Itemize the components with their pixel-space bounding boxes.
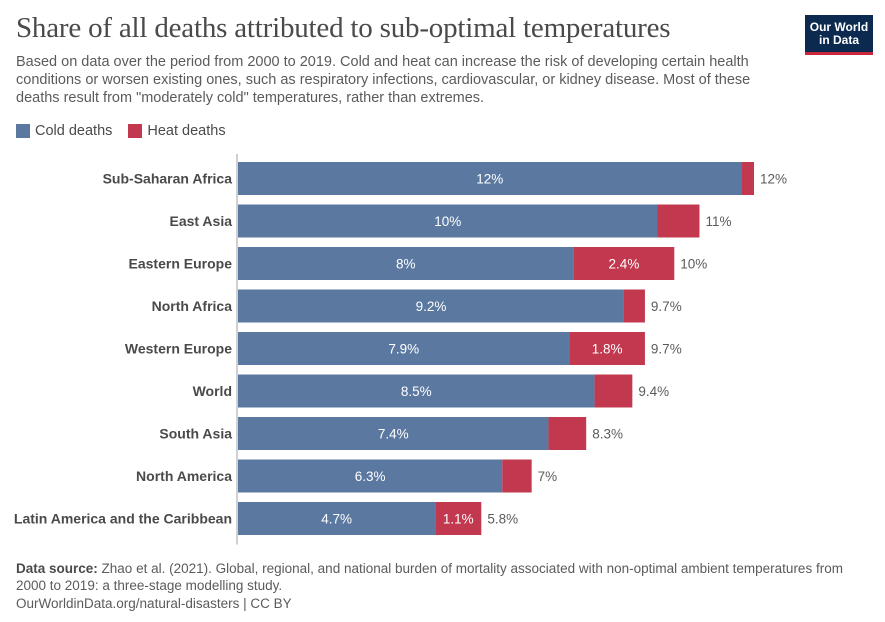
- category-label-world: World: [193, 383, 232, 399]
- bar-cold-western-europe: [238, 332, 570, 365]
- category-label-western-europe: Western Europe: [125, 341, 232, 357]
- bar-cold-eastern-europe: [238, 247, 574, 280]
- legend-item-heat[interactable]: Heat deaths: [128, 123, 226, 139]
- owid-logo[interactable]: Our World in Data: [805, 15, 873, 55]
- bar-cold-north-america: [238, 459, 503, 493]
- bar-cold-east-asia: [238, 204, 658, 238]
- data-label-cold-east-asia: 10%: [434, 214, 461, 229]
- chart-title: Share of all deaths attributed to sub-op…: [16, 12, 671, 44]
- logo-line-1: Our World: [809, 19, 869, 34]
- total-label-latin-america-and-the-caribbean: 5.8%: [487, 512, 518, 527]
- chart-subtitle: Based on data over the period from 2000 …: [16, 54, 751, 106]
- bar-heat-latin-america-and-the-caribbean: [435, 502, 482, 535]
- legend-swatch-cold: [16, 124, 30, 138]
- bar-heat-sub-saharan-africa: [741, 162, 754, 195]
- bar-heat-eastern-europe: [573, 247, 675, 280]
- bar-cold-latin-america-and-the-caribbean: [238, 502, 436, 535]
- data-label-heat-western-europe: 1.8%: [592, 342, 623, 357]
- source-label: Data source:: [16, 561, 98, 576]
- data-label-cold-eastern-europe: 8%: [396, 257, 416, 272]
- category-label-eastern-europe: Eastern Europe: [129, 256, 233, 272]
- total-label-sub-saharan-africa: 12%: [760, 172, 787, 187]
- legend-label-heat: Heat deaths: [147, 123, 226, 139]
- category-label-north-america: North America: [136, 468, 232, 484]
- total-label-east-asia: 11%: [705, 214, 731, 229]
- bar-cold-sub-saharan-africa: [238, 162, 742, 195]
- category-label-east-asia: East Asia: [169, 213, 232, 229]
- category-label-latin-america-and-the-caribbean: Latin America and the Caribbean: [14, 511, 232, 527]
- data-label-cold-north-africa: 9.2%: [416, 299, 447, 314]
- logo-line-2: in Data: [818, 32, 859, 47]
- total-label-eastern-europe: 10%: [680, 257, 707, 272]
- bar-cold-north-africa: [238, 289, 624, 323]
- legend: Cold deaths Heat deaths: [16, 123, 242, 139]
- bar-heat-north-africa: [623, 289, 645, 323]
- footer-link[interactable]: OurWorldinData.org/natural-disasters | C…: [16, 596, 292, 611]
- bar-heat-world: [594, 374, 633, 408]
- data-label-cold-sub-saharan-africa: 12%: [476, 172, 503, 187]
- data-label-cold-south-asia: 7.4%: [378, 427, 409, 442]
- bar-cold-south-asia: [238, 417, 549, 450]
- category-label-south-asia: South Asia: [159, 426, 232, 442]
- bar-heat-south-asia: [548, 417, 587, 450]
- data-label-heat-latin-america-and-the-caribbean: 1.1%: [443, 512, 474, 527]
- legend-swatch-heat: [128, 124, 143, 138]
- data-label-cold-latin-america-and-the-caribbean: 4.7%: [321, 512, 352, 527]
- data-label-heat-eastern-europe: 2.4%: [609, 257, 640, 272]
- bar-chart: Sub-Saharan Africa 12% 12% East Asia 10% 11% E…: [14, 154, 787, 545]
- footer-source: Data source: Zhao et al. (2021). Global,…: [16, 560, 866, 594]
- bar-cold-world: [238, 374, 595, 408]
- legend-item-cold[interactable]: Cold deaths: [16, 123, 112, 139]
- source-text: Zhao et al. (2021). Global, regional, an…: [16, 561, 843, 593]
- category-label-north-africa: North Africa: [152, 298, 233, 314]
- data-label-cold-world: 8.5%: [401, 384, 432, 399]
- total-label-world: 9.4%: [638, 384, 669, 399]
- bar-heat-east-asia: [657, 204, 700, 238]
- legend-label-cold: Cold deaths: [35, 123, 113, 139]
- data-label-cold-north-america: 6.3%: [355, 469, 386, 484]
- category-label-sub-saharan-africa: Sub-Saharan Africa: [103, 171, 233, 187]
- data-label-cold-western-europe: 7.9%: [388, 342, 419, 357]
- bar-heat-north-america: [502, 459, 532, 493]
- total-label-north-africa: 9.7%: [651, 299, 682, 314]
- total-label-north-america: 7%: [538, 469, 558, 484]
- total-label-south-asia: 8.3%: [592, 427, 623, 442]
- bar-heat-western-europe: [569, 332, 645, 365]
- total-label-western-europe: 9.7%: [651, 342, 682, 357]
